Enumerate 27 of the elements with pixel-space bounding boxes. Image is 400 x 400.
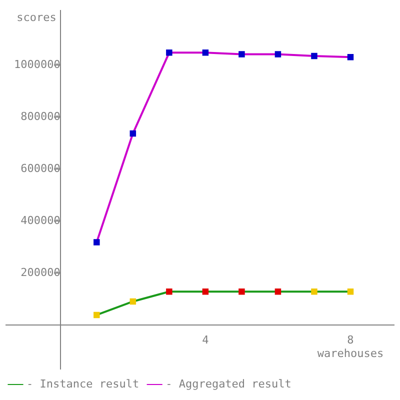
- y-tick-label: 200000: [20, 266, 60, 279]
- point: [274, 288, 282, 295]
- legend-label: - Aggregated result: [166, 377, 292, 390]
- point: [130, 130, 136, 137]
- y-axis-title: scores: [16, 10, 56, 24]
- point: [202, 288, 209, 295]
- point: [130, 298, 136, 305]
- y-tick-label: 800000: [20, 110, 60, 123]
- point: [347, 288, 354, 295]
- point: [94, 239, 100, 246]
- point: [166, 288, 172, 295]
- y-tick-label: 400000: [20, 214, 60, 227]
- point: [347, 54, 354, 60]
- point: [166, 50, 172, 56]
- y-tick-label: 1000000: [14, 58, 60, 71]
- point: [94, 312, 100, 318]
- x-tick-label: 8: [347, 333, 354, 346]
- point: [238, 51, 245, 58]
- point: [238, 288, 245, 295]
- legend-label: - Instance result: [26, 377, 140, 390]
- point: [311, 288, 318, 295]
- x-axis-title: warehouses: [317, 347, 384, 360]
- y-tick-label: 600000: [20, 162, 60, 175]
- x-tick-label: 4: [202, 333, 210, 346]
- point: [274, 51, 282, 58]
- point: [202, 50, 209, 56]
- point: [311, 52, 318, 60]
